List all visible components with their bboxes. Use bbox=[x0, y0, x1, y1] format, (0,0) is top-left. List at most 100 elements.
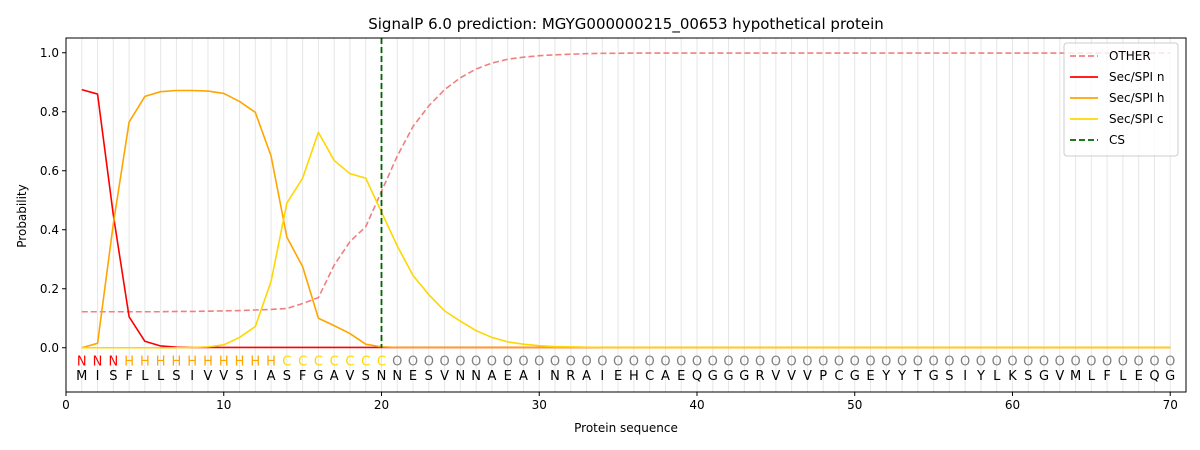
residue-label: L bbox=[1088, 369, 1096, 384]
state-label: O bbox=[1070, 354, 1080, 369]
state-label: O bbox=[550, 354, 560, 369]
state-label: O bbox=[897, 354, 907, 369]
state-label: O bbox=[739, 354, 749, 369]
state-label: O bbox=[613, 354, 623, 369]
residue-label: G bbox=[929, 369, 939, 384]
residue-label: N bbox=[471, 369, 481, 384]
state-label: N bbox=[108, 354, 118, 369]
x-tick-label: 50 bbox=[847, 398, 862, 412]
residue-label: V bbox=[1055, 369, 1064, 384]
residue-label: N bbox=[392, 369, 402, 384]
residue-label: I bbox=[963, 369, 967, 384]
state-label: O bbox=[960, 354, 970, 369]
legend-label: CS bbox=[1109, 133, 1125, 147]
residue-label: C bbox=[645, 369, 654, 384]
state-label: O bbox=[1149, 354, 1159, 369]
state-label: O bbox=[944, 354, 954, 369]
state-label: O bbox=[1165, 354, 1175, 369]
residue-label: Y bbox=[976, 369, 985, 384]
residue-label: V bbox=[219, 369, 228, 384]
residue-label: L bbox=[1119, 369, 1127, 384]
residue-label: I bbox=[537, 369, 541, 384]
residue-label: N bbox=[377, 369, 387, 384]
x-tick-label: 40 bbox=[689, 398, 704, 412]
residue-label: E bbox=[866, 369, 874, 384]
residue-label: N bbox=[455, 369, 465, 384]
state-label: O bbox=[1039, 354, 1049, 369]
state-label: O bbox=[802, 354, 812, 369]
x-tick-label: 30 bbox=[532, 398, 547, 412]
state-label: O bbox=[597, 354, 607, 369]
state-label: O bbox=[455, 354, 465, 369]
y-axis-ticks: 0.0 0.2 0.4 0.6 0.8 1.0 bbox=[40, 46, 66, 355]
state-label: O bbox=[518, 354, 528, 369]
residue-label: S bbox=[425, 369, 433, 384]
state-label: O bbox=[771, 354, 781, 369]
state-label: O bbox=[755, 354, 765, 369]
state-label: C bbox=[345, 354, 354, 369]
state-label: H bbox=[203, 354, 213, 369]
state-label: O bbox=[471, 354, 481, 369]
residue-label: F bbox=[299, 369, 306, 384]
legend-label: Sec/SPI c bbox=[1109, 112, 1163, 126]
residue-label: S bbox=[109, 369, 117, 384]
residue-label: L bbox=[157, 369, 165, 384]
residue-label: H bbox=[629, 369, 639, 384]
vertical-gridlines bbox=[81, 38, 1171, 392]
state-label: O bbox=[850, 354, 860, 369]
state-label: H bbox=[266, 354, 276, 369]
state-label: O bbox=[1023, 354, 1033, 369]
state-label: O bbox=[818, 354, 828, 369]
y-tick-label: 0.2 bbox=[40, 282, 59, 296]
state-label: H bbox=[250, 354, 260, 369]
x-tick-label: 70 bbox=[1163, 398, 1178, 412]
residue-label: E bbox=[1135, 369, 1143, 384]
residue-label: I bbox=[253, 369, 257, 384]
state-label: O bbox=[834, 354, 844, 369]
plot-frame bbox=[65, 37, 1187, 393]
state-label: C bbox=[361, 354, 370, 369]
residue-label: G bbox=[313, 369, 323, 384]
residue-label: M bbox=[76, 369, 87, 384]
residue-label: E bbox=[504, 369, 512, 384]
state-label: O bbox=[1007, 354, 1017, 369]
state-label: O bbox=[1086, 354, 1096, 369]
residue-label: V bbox=[803, 369, 812, 384]
residue-label: G bbox=[739, 369, 749, 384]
state-label: H bbox=[172, 354, 182, 369]
state-label: O bbox=[581, 354, 591, 369]
state-label: O bbox=[660, 354, 670, 369]
x-tick-label: 10 bbox=[216, 398, 231, 412]
residue-label: I bbox=[190, 369, 194, 384]
residue-label: G bbox=[850, 369, 860, 384]
residue-label: V bbox=[440, 369, 449, 384]
y-tick-label: 0.0 bbox=[40, 341, 59, 355]
residue-label: I bbox=[96, 369, 100, 384]
residue-label: L bbox=[141, 369, 149, 384]
residue-label: C bbox=[834, 369, 843, 384]
state-label: O bbox=[976, 354, 986, 369]
residue-label: F bbox=[125, 369, 132, 384]
state-label: O bbox=[503, 354, 513, 369]
state-label: O bbox=[487, 354, 497, 369]
state-label: O bbox=[1134, 354, 1144, 369]
state-label: O bbox=[928, 354, 938, 369]
residue-label: V bbox=[771, 369, 780, 384]
state-label: N bbox=[93, 354, 103, 369]
state-label: H bbox=[219, 354, 229, 369]
state-label: C bbox=[330, 354, 339, 369]
state-label: O bbox=[676, 354, 686, 369]
x-tick-label: 0 bbox=[62, 398, 70, 412]
state-label: O bbox=[534, 354, 544, 369]
state-label: N bbox=[77, 354, 87, 369]
residue-label: S bbox=[235, 369, 243, 384]
state-label: O bbox=[913, 354, 923, 369]
residue-label: A bbox=[330, 369, 339, 384]
residue-label: P bbox=[819, 369, 827, 384]
residue-label: N bbox=[550, 369, 560, 384]
residue-label: G bbox=[1039, 369, 1049, 384]
state-label: O bbox=[992, 354, 1002, 369]
x-tick-label: 20 bbox=[374, 398, 389, 412]
